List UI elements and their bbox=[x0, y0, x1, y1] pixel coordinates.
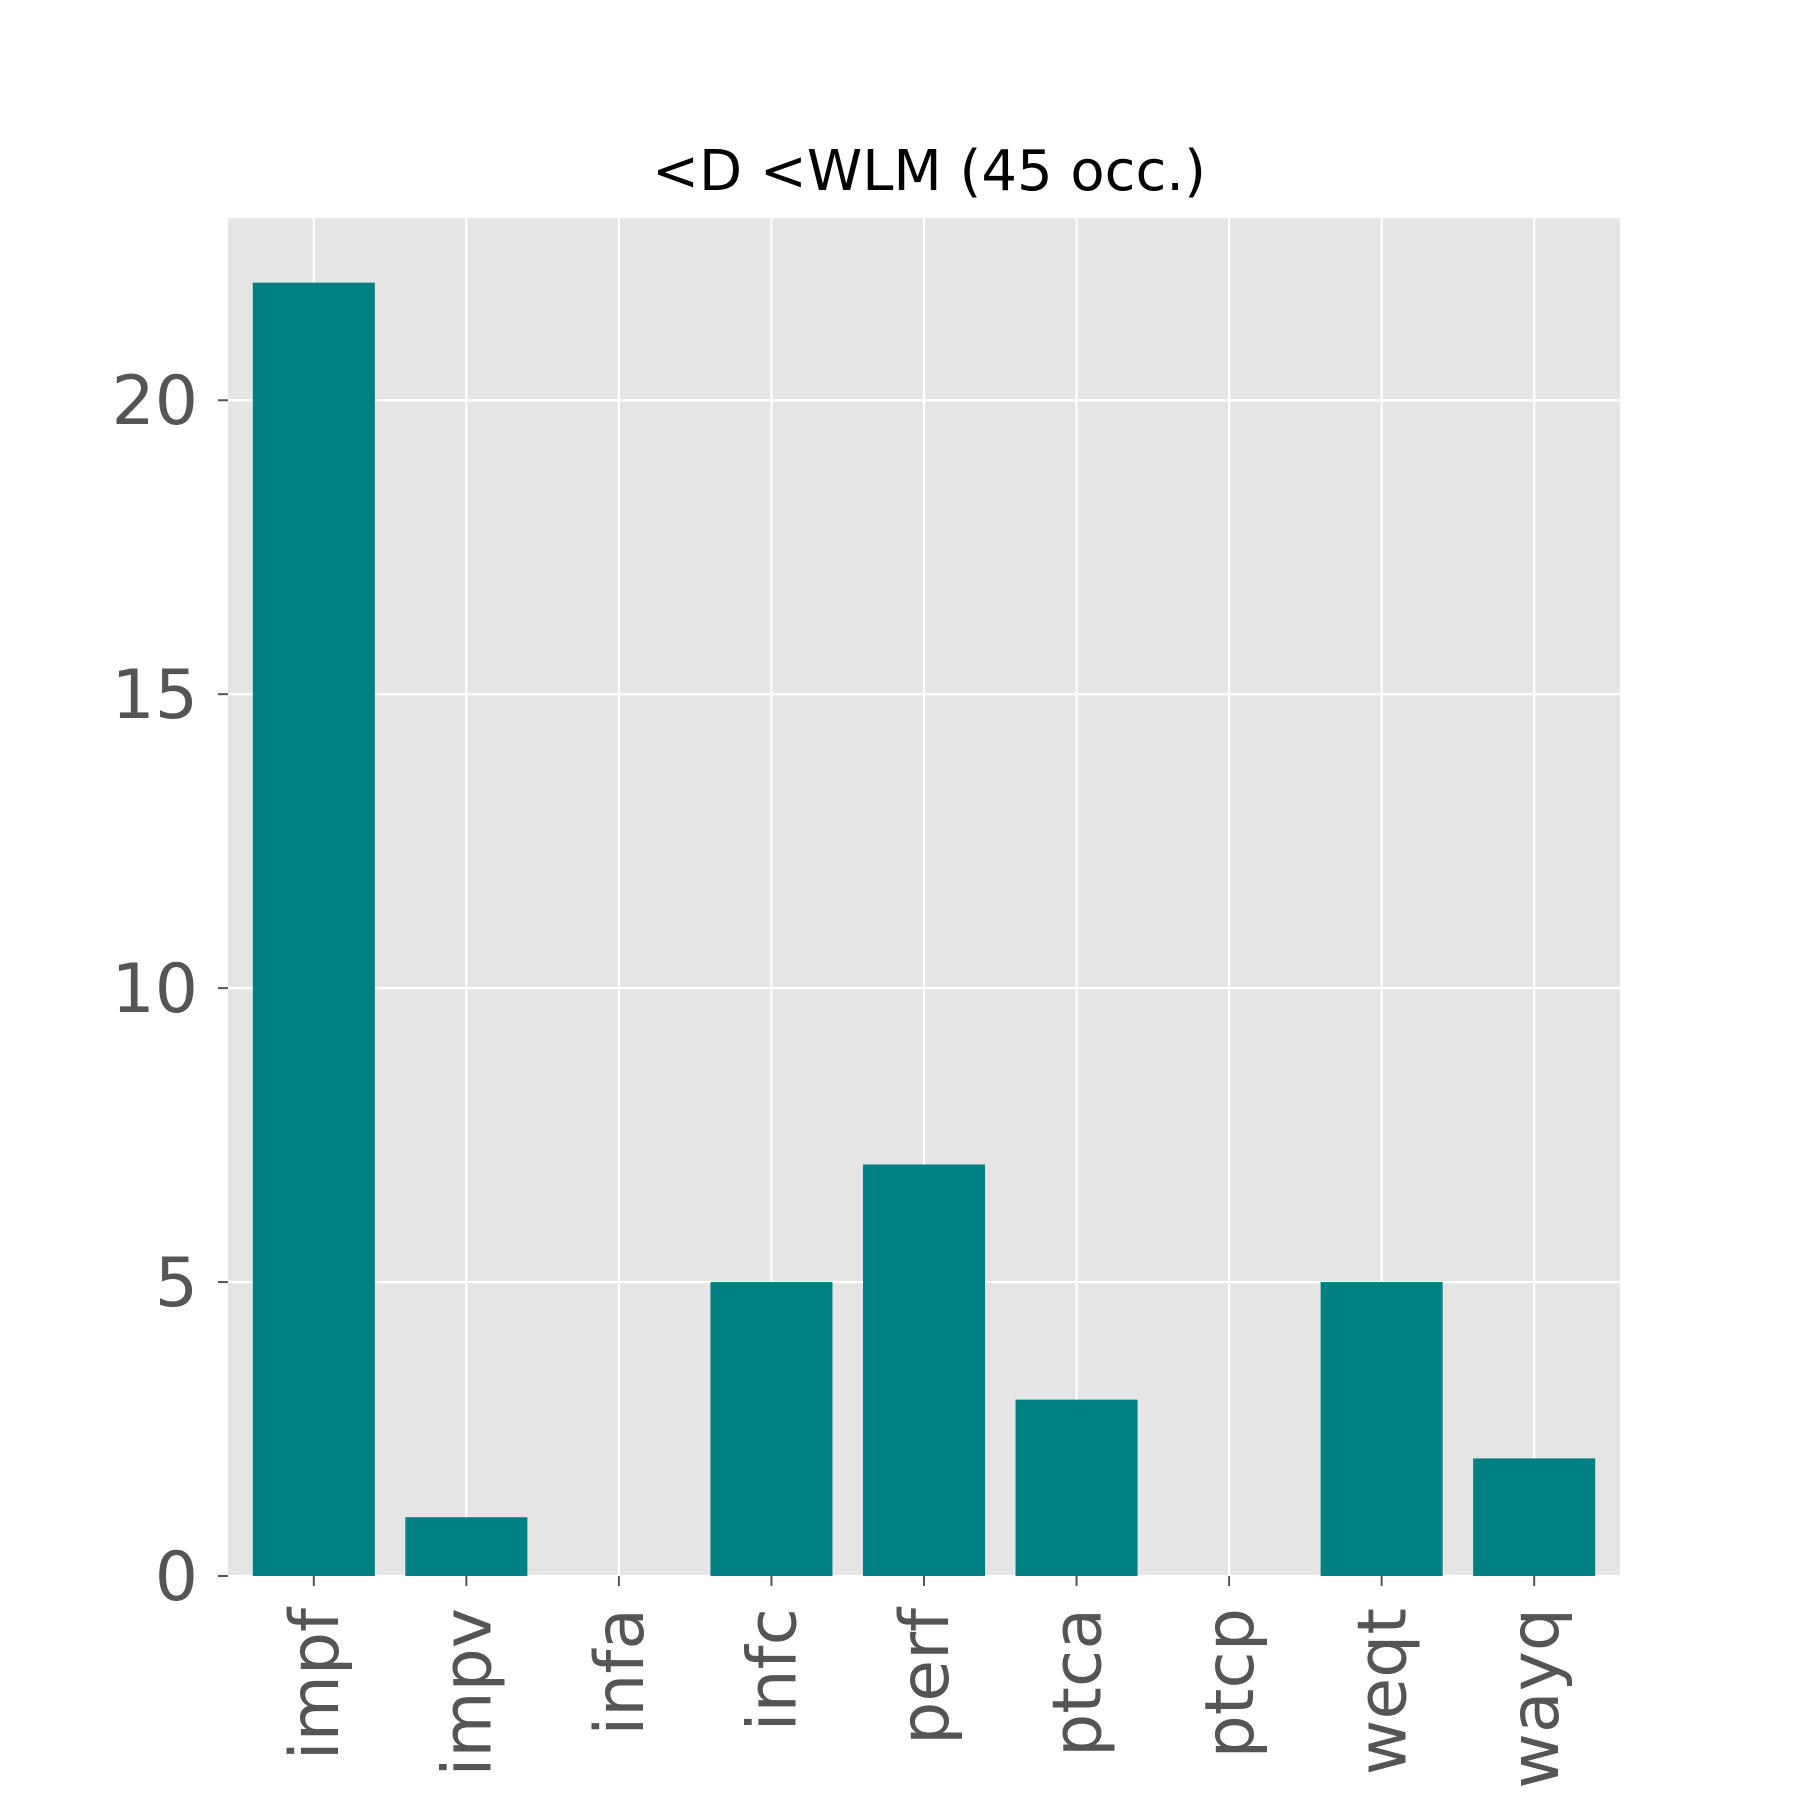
chart-title: <D <WLM (45 occ.) bbox=[652, 139, 1206, 204]
bar-weqt bbox=[1320, 1282, 1443, 1576]
y-tick-label: 0 bbox=[155, 1538, 198, 1617]
y-tick-label: 5 bbox=[155, 1244, 198, 1323]
x-tick-label: wayq bbox=[1496, 1608, 1575, 1789]
y-tick-label: 15 bbox=[111, 656, 198, 735]
x-tick-label: impv bbox=[428, 1608, 507, 1777]
bars bbox=[252, 282, 1596, 1577]
bar-impv bbox=[405, 1517, 528, 1576]
x-axis: impf impv infa infc perf ptca ptcp weqt wayq bbox=[276, 1576, 1575, 1789]
x-tick-label: perf bbox=[886, 1606, 965, 1745]
x-tick-label: ptcp bbox=[1191, 1608, 1270, 1758]
x-tick-label: weqt bbox=[1344, 1608, 1423, 1775]
bar-ptca bbox=[1015, 1399, 1138, 1576]
y-tick-label: 20 bbox=[111, 362, 198, 441]
y-tick-label: 10 bbox=[111, 950, 198, 1029]
x-tick-label: infc bbox=[733, 1608, 812, 1731]
bar-impf bbox=[252, 282, 375, 1577]
bar-infc bbox=[710, 1282, 833, 1576]
y-axis: 0 5 10 15 20 bbox=[111, 362, 228, 1617]
bar-wayq bbox=[1473, 1458, 1596, 1576]
x-tick-label: infa bbox=[581, 1608, 660, 1736]
x-tick-label: impf bbox=[276, 1606, 355, 1760]
x-tick-label: ptca bbox=[1039, 1608, 1118, 1757]
bar-perf bbox=[862, 1164, 986, 1576]
